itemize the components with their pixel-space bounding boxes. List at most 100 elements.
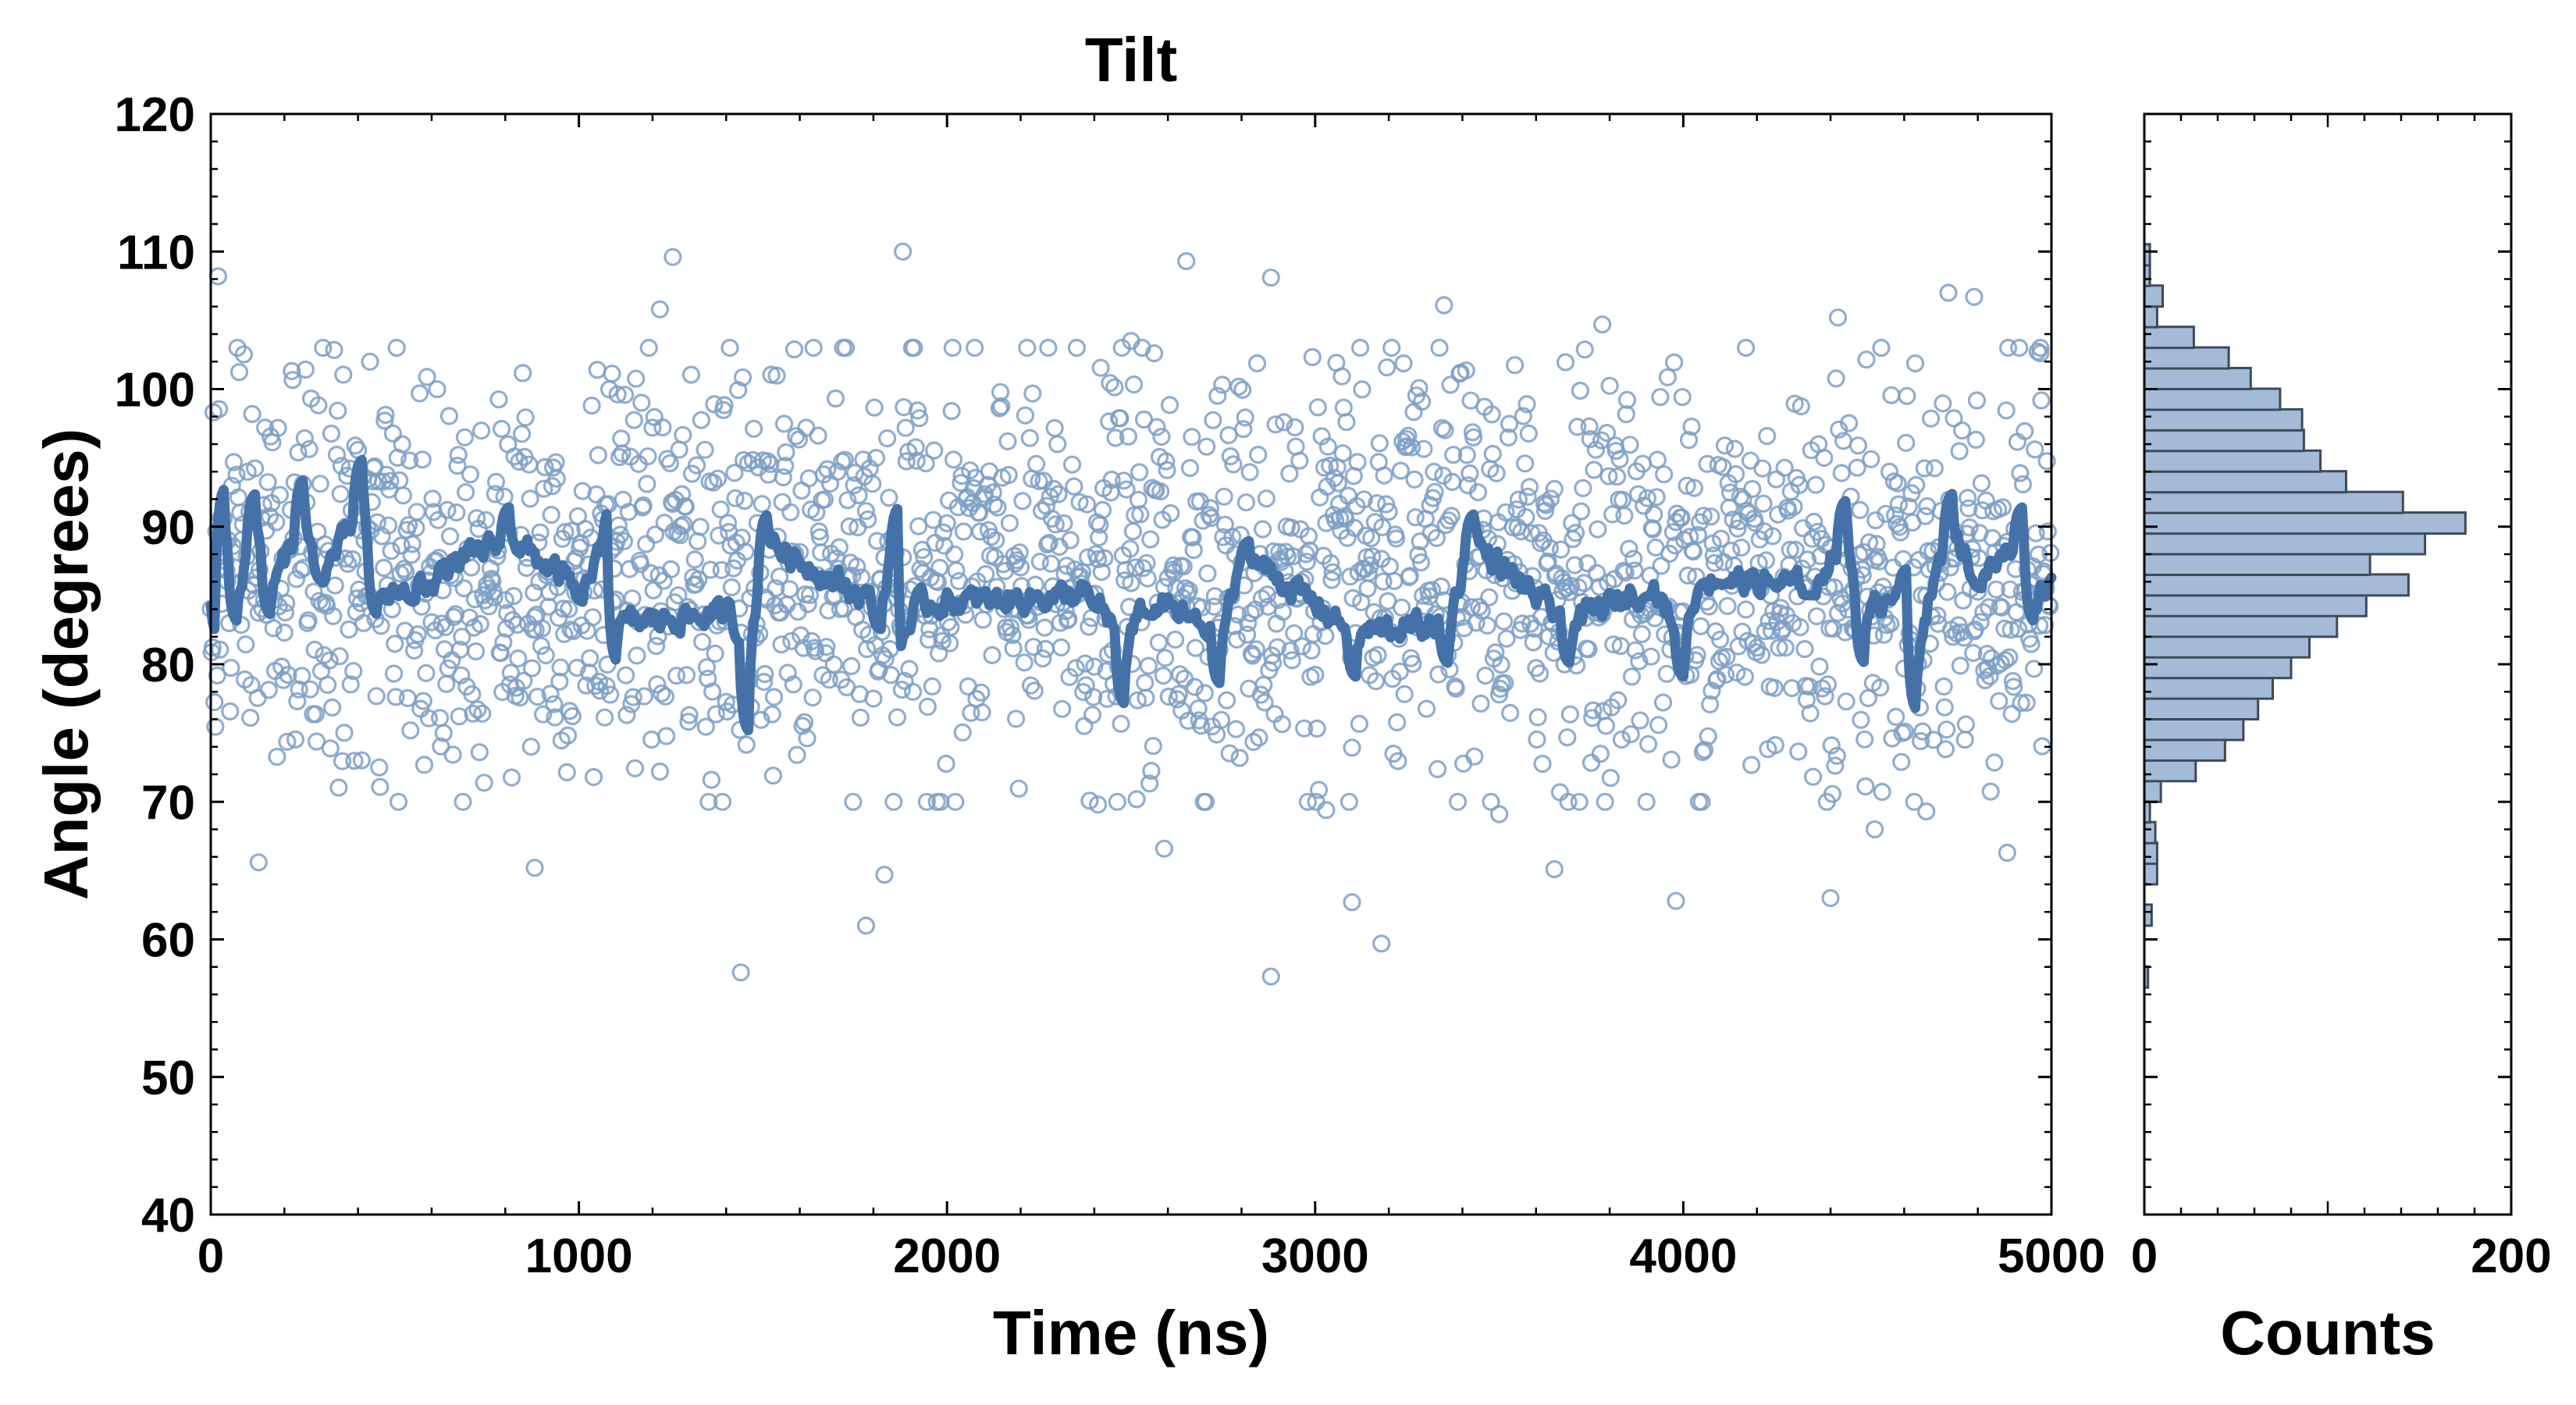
- scatter-point: [1350, 714, 1369, 734]
- scatter-point: [632, 393, 651, 412]
- scatter-point: [203, 638, 222, 657]
- scatter-point: [1601, 768, 1620, 788]
- scatter-point: [300, 439, 318, 458]
- scatter-point: [1733, 622, 1752, 641]
- scatter-point: [1077, 495, 1097, 514]
- scatter-point: [367, 687, 386, 706]
- scatter-point: [221, 702, 240, 721]
- scatter-point: [1873, 782, 1891, 802]
- scatter-point: [1411, 532, 1429, 551]
- scatter-point: [324, 606, 343, 625]
- scatter-point: [1540, 539, 1560, 557]
- scatter-point: [722, 578, 741, 597]
- scatter-point: [375, 558, 393, 578]
- scatter-point: [770, 567, 789, 586]
- scatter-point: [522, 659, 542, 678]
- scatter-point: [1821, 888, 1840, 908]
- scatter-point: [699, 792, 718, 811]
- scatter-point: [1642, 647, 1660, 666]
- scatter-point: [588, 361, 607, 379]
- scatter-point: [1003, 625, 1022, 645]
- scatter-point: [622, 695, 641, 713]
- scatter-point: [386, 635, 404, 653]
- scatter-point: [304, 582, 323, 601]
- scatter-point: [1034, 649, 1052, 668]
- scatter-point: [1226, 720, 1246, 738]
- scatter-point: [1925, 459, 1944, 478]
- scatter-point: [661, 560, 681, 579]
- scatter-point: [1558, 728, 1577, 747]
- scatter-point: [1453, 754, 1473, 773]
- scatter-point: [256, 418, 275, 437]
- scatter-point: [1428, 759, 1447, 779]
- scatter-point: [991, 382, 1010, 401]
- scatter-point: [1432, 418, 1452, 438]
- scatter-point: [1725, 439, 1744, 458]
- scatter-point: [1112, 714, 1130, 733]
- scatter-point: [1435, 296, 1453, 315]
- scatter-point: [507, 615, 527, 635]
- scatter-point: [1827, 369, 1845, 388]
- scatter-point: [1993, 498, 2012, 517]
- scatter-point: [589, 446, 608, 464]
- y-axis-label: Angle (degrees): [31, 429, 101, 901]
- scatter-point: [1959, 489, 1977, 507]
- scatter-point: [1499, 428, 1518, 447]
- scatter-point: [491, 644, 511, 663]
- scatter-point: [1667, 513, 1685, 532]
- histogram-bar: [2143, 697, 2260, 720]
- scatter-point: [512, 425, 532, 443]
- scatter-point: [1860, 533, 1879, 552]
- scatter-point: [454, 792, 472, 811]
- scatter-point: [293, 667, 311, 685]
- scatter-point: [656, 727, 676, 745]
- scatter-point: [2036, 616, 2055, 635]
- scatter-point: [413, 450, 432, 469]
- scatter-point: [1126, 558, 1145, 577]
- scatter-point: [311, 475, 329, 493]
- scatter-point: [896, 418, 915, 437]
- scatter-point: [2032, 391, 2051, 410]
- scatter-point: [325, 340, 343, 359]
- scatter-point: [1040, 533, 1059, 553]
- scatter-point: [1607, 468, 1627, 486]
- scatter-point: [1332, 367, 1351, 386]
- scatter-point: [798, 729, 817, 748]
- scatter-point: [1647, 488, 1666, 507]
- scatter-point: [1214, 528, 1233, 546]
- scatter-point: [465, 590, 485, 609]
- scatter-point: [696, 717, 715, 736]
- scatter-point: [1144, 344, 1164, 363]
- scatter-point: [830, 538, 849, 557]
- scatter-point: [295, 429, 314, 448]
- scatter-point: [1334, 398, 1353, 417]
- scatter-point: [1254, 675, 1273, 695]
- scatter-point: [917, 792, 936, 811]
- scatter-point: [428, 380, 447, 399]
- scatter-point: [296, 360, 315, 379]
- scatter-point: [1000, 514, 1019, 532]
- histogram-x-tick-label: 0: [2131, 1229, 2158, 1283]
- scatter-point: [612, 429, 631, 448]
- scatter-point: [788, 745, 806, 764]
- histogram-bar: [2143, 284, 2164, 308]
- scatter-point: [277, 593, 296, 613]
- scatter-point: [1236, 408, 1254, 427]
- scatter-point: [1052, 699, 1072, 718]
- histogram-bar: [2143, 325, 2195, 350]
- scatter-point: [639, 447, 657, 466]
- histogram-bar: [2143, 573, 2410, 597]
- scatter-point: [1461, 464, 1479, 483]
- x-tick-label: 3000: [1261, 1229, 1369, 1283]
- scatter-point: [1093, 500, 1112, 520]
- scatter-point: [1679, 431, 1699, 450]
- scatter-point: [1688, 525, 1707, 545]
- scatter-point: [1682, 417, 1701, 436]
- scatter-point: [1639, 735, 1658, 753]
- scatter-point: [756, 664, 774, 684]
- scatter-point: [1718, 596, 1737, 616]
- scatter-point: [763, 705, 781, 724]
- scatter-point: [1791, 397, 1810, 416]
- scatter-point: [987, 531, 1005, 550]
- scatter-point: [1138, 569, 1157, 588]
